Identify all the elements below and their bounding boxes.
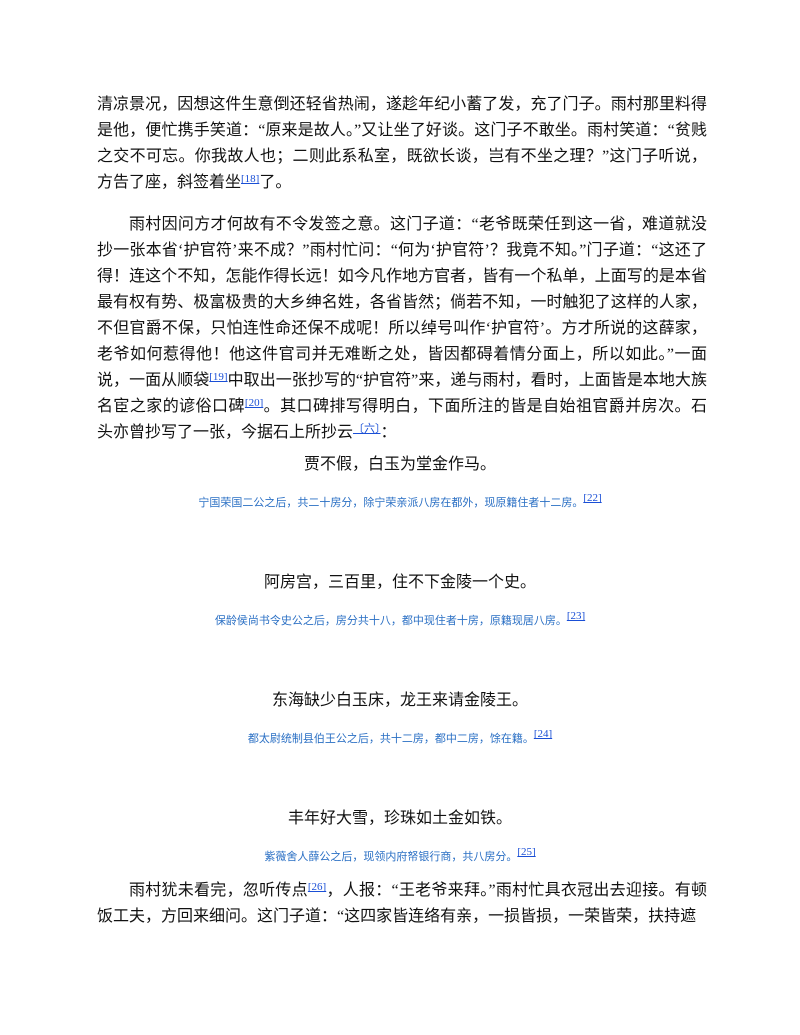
footnote-ref[interactable]: [20] [244, 397, 264, 409]
footnote-ref[interactable]: [26] [307, 881, 327, 893]
footnote-ref[interactable]: [22] [583, 492, 602, 504]
verse: 东海缺少白玉床，龙王来请金陵王。 [271, 692, 528, 709]
text: 中取出一张抄写的“护官符”来，递与雨村，看时，上面皆是本地大族名宦之家的谚俗口碑 [97, 372, 707, 415]
note-text: 紫薇舍人薛公之后，现领内府帑银行商，共八房分。 [264, 851, 518, 863]
verse: 阿房宫，三百里，住不下金陵一个史。 [263, 574, 536, 591]
footnote-ref[interactable]: [18] [241, 173, 260, 185]
note-text: 保龄侯尚书令史公之后，房分共十八，都中现住者十房，原籍现居八房。 [214, 615, 567, 627]
note-text: 宁国荣国二公之后，共二十房分，除宁荣亲派八房在都外，现原籍住者十二房。 [198, 497, 584, 509]
text: ： [380, 424, 397, 441]
verse-note: 宁国荣国二公之后，共二十房分，除宁荣亲派八房在都外，现原籍住者十二房。[22] [0, 493, 800, 513]
paragraph: 清凉景况，因想这件生意倒还轻省热闹，遂趁年纪小蓄了发，充了门子。雨村那里料得是他… [97, 92, 707, 196]
footnote-ref[interactable]: 〔六〕 [353, 423, 381, 435]
text: 雨村因问方才何故有不令发签之意。这门子道：“老爷既荣任到这一省，难道就没抄一张本… [97, 216, 707, 389]
paragraph: 雨村因问方才何故有不令发签之意。这门子道：“老爷既荣任到这一省，难道就没抄一张本… [97, 212, 707, 446]
footnote-ref[interactable]: [24] [533, 728, 553, 740]
footnote-ref[interactable]: [19] [209, 371, 228, 383]
text: 。其口碑排写得明白，下面所注的皆是自始祖官爵并房次。石头亦曾抄写了一张，今据石上… [97, 398, 707, 441]
text: ，人报：“王老爷来拜。”雨村忙具衣冠出去迎接。有顿饭工夫，方回来细问。这门子道：… [97, 882, 707, 925]
footnote-ref[interactable]: [25] [517, 846, 536, 858]
verse-note: 保龄侯尚书令史公之后，房分共十八，都中现住者十房，原籍现居八房。[23] [0, 611, 800, 631]
paragraph: 雨村犹未看完，忽听传点[26]，人报：“王老爷来拜。”雨村忙具衣冠出去迎接。有顿… [97, 878, 707, 930]
verse-note: 紫薇舍人薛公之后，现领内府帑银行商，共八房分。[25] [0, 847, 800, 867]
verse-note: 都太尉统制县伯王公之后，共十二房，都中二房，馀在籍。[24] [0, 729, 800, 749]
text: 清凉景况，因想这件生意倒还轻省热闹，遂趁年纪小蓄了发，充了门子。雨村那里料得是他… [97, 96, 707, 191]
text: 雨村犹未看完，忽听传点 [129, 882, 308, 899]
footnote-ref[interactable]: [23] [566, 610, 586, 622]
verse: 贾不假，白玉为堂金作马。 [303, 456, 496, 473]
text: 了。 [259, 174, 292, 191]
verse: 丰年好大雪，珍珠如土金如铁。 [287, 810, 512, 827]
note-text: 都太尉统制县伯王公之后，共十二房，都中二房，馀在籍。 [247, 733, 534, 745]
